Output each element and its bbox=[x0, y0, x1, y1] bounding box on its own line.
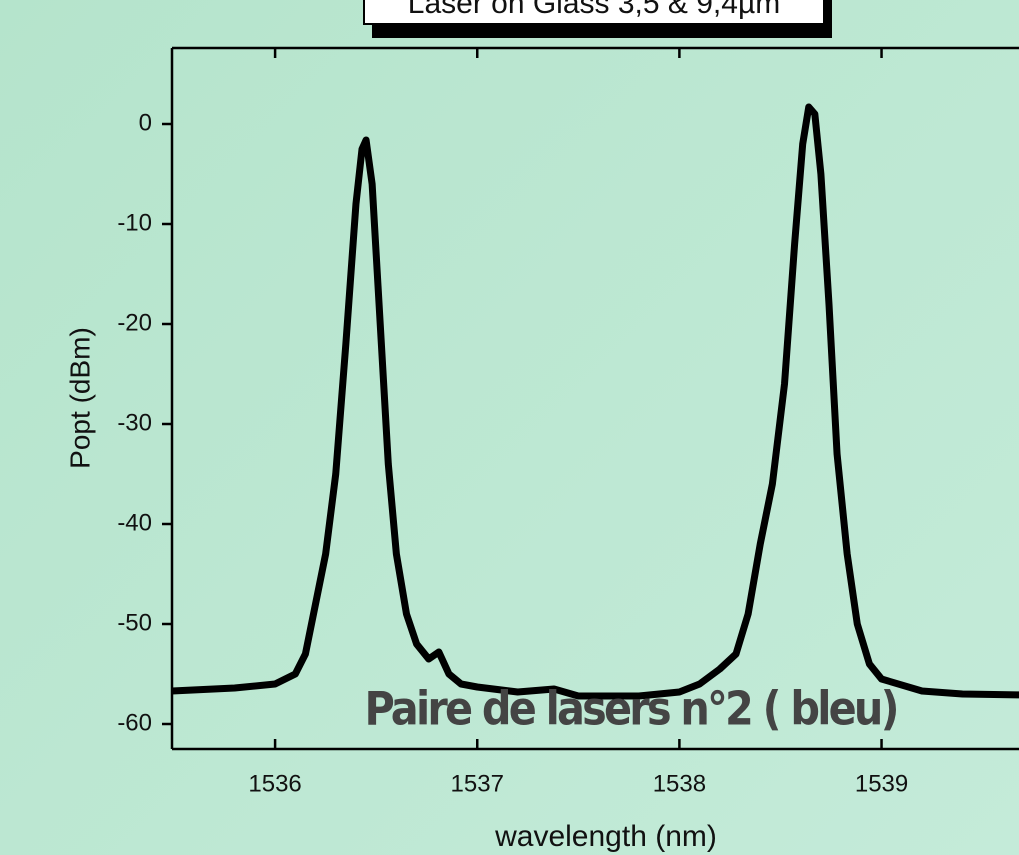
x-tick-label: 1538 bbox=[653, 770, 706, 797]
x-tick-label: 1536 bbox=[248, 770, 301, 797]
y-tick-label: -20 bbox=[117, 309, 152, 336]
x-tick-label: 1537 bbox=[451, 770, 504, 797]
chart-title: Laser on Glass 3,5 & 9,4µm bbox=[408, 0, 780, 20]
y-tick-label: -60 bbox=[117, 709, 152, 736]
y-tick-label: 0 bbox=[139, 109, 152, 136]
y-tick-label: -10 bbox=[117, 209, 152, 236]
y-tick-label: -30 bbox=[117, 409, 152, 436]
x-axis-label: wavelength (nm) bbox=[494, 820, 717, 853]
title-box bbox=[363, 0, 825, 25]
y-axis-label: Popt (dBm) bbox=[64, 327, 95, 469]
x-tick-label: 1539 bbox=[855, 770, 908, 797]
data-line bbox=[171, 103, 1019, 700]
y-tick-label: -50 bbox=[117, 609, 152, 636]
annotation: Paire de lasers n°2 ( bleu) bbox=[365, 682, 900, 736]
y-tick-label: -40 bbox=[117, 509, 152, 536]
